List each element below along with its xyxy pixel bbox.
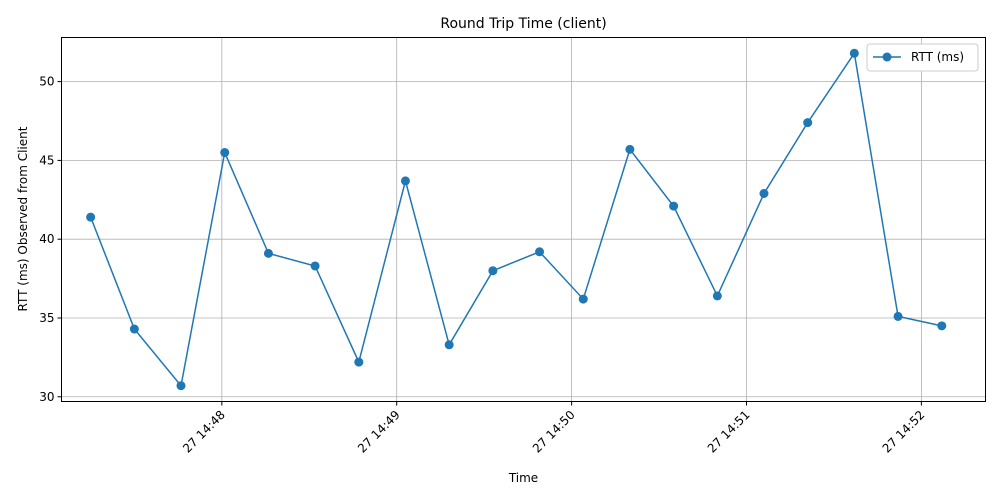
data-point bbox=[176, 381, 186, 391]
legend: RTT (ms) bbox=[866, 43, 979, 72]
x-axis-label: Time bbox=[508, 471, 538, 485]
data-point bbox=[759, 189, 769, 198]
legend-box bbox=[866, 43, 979, 72]
y-tick-label: 45 bbox=[39, 153, 54, 167]
series-layer bbox=[86, 48, 947, 391]
data-point bbox=[625, 144, 635, 154]
plot-frame bbox=[61, 37, 986, 402]
series-line bbox=[89, 51, 942, 388]
data-point bbox=[712, 291, 722, 301]
data-point bbox=[220, 148, 230, 158]
data-point bbox=[263, 248, 273, 258]
data-point bbox=[400, 176, 410, 186]
data-point bbox=[354, 357, 364, 367]
data-point bbox=[578, 294, 588, 304]
y-tick-label: 40 bbox=[39, 232, 54, 246]
legend-label: RTT (ms) bbox=[911, 50, 964, 64]
data-point bbox=[444, 340, 454, 350]
y-tick-label: 50 bbox=[39, 75, 54, 89]
data-point bbox=[803, 118, 813, 128]
data-point bbox=[535, 247, 545, 257]
data-point bbox=[129, 324, 139, 334]
data-point bbox=[669, 201, 679, 211]
y-tick-label: 35 bbox=[39, 311, 54, 325]
data-point bbox=[937, 321, 947, 331]
y-axis-label: RTT (ms) Observed from Client bbox=[16, 126, 30, 311]
chart-title: Round Trip Time (client) bbox=[440, 16, 606, 32]
data-point bbox=[310, 261, 320, 271]
data-point bbox=[488, 266, 498, 276]
plot-area bbox=[61, 37, 986, 402]
data-point bbox=[86, 212, 96, 222]
legend-marker bbox=[882, 52, 892, 62]
grid bbox=[61, 37, 986, 402]
data-point bbox=[893, 311, 903, 321]
y-tick-label: 30 bbox=[39, 390, 54, 404]
data-point bbox=[849, 48, 859, 58]
